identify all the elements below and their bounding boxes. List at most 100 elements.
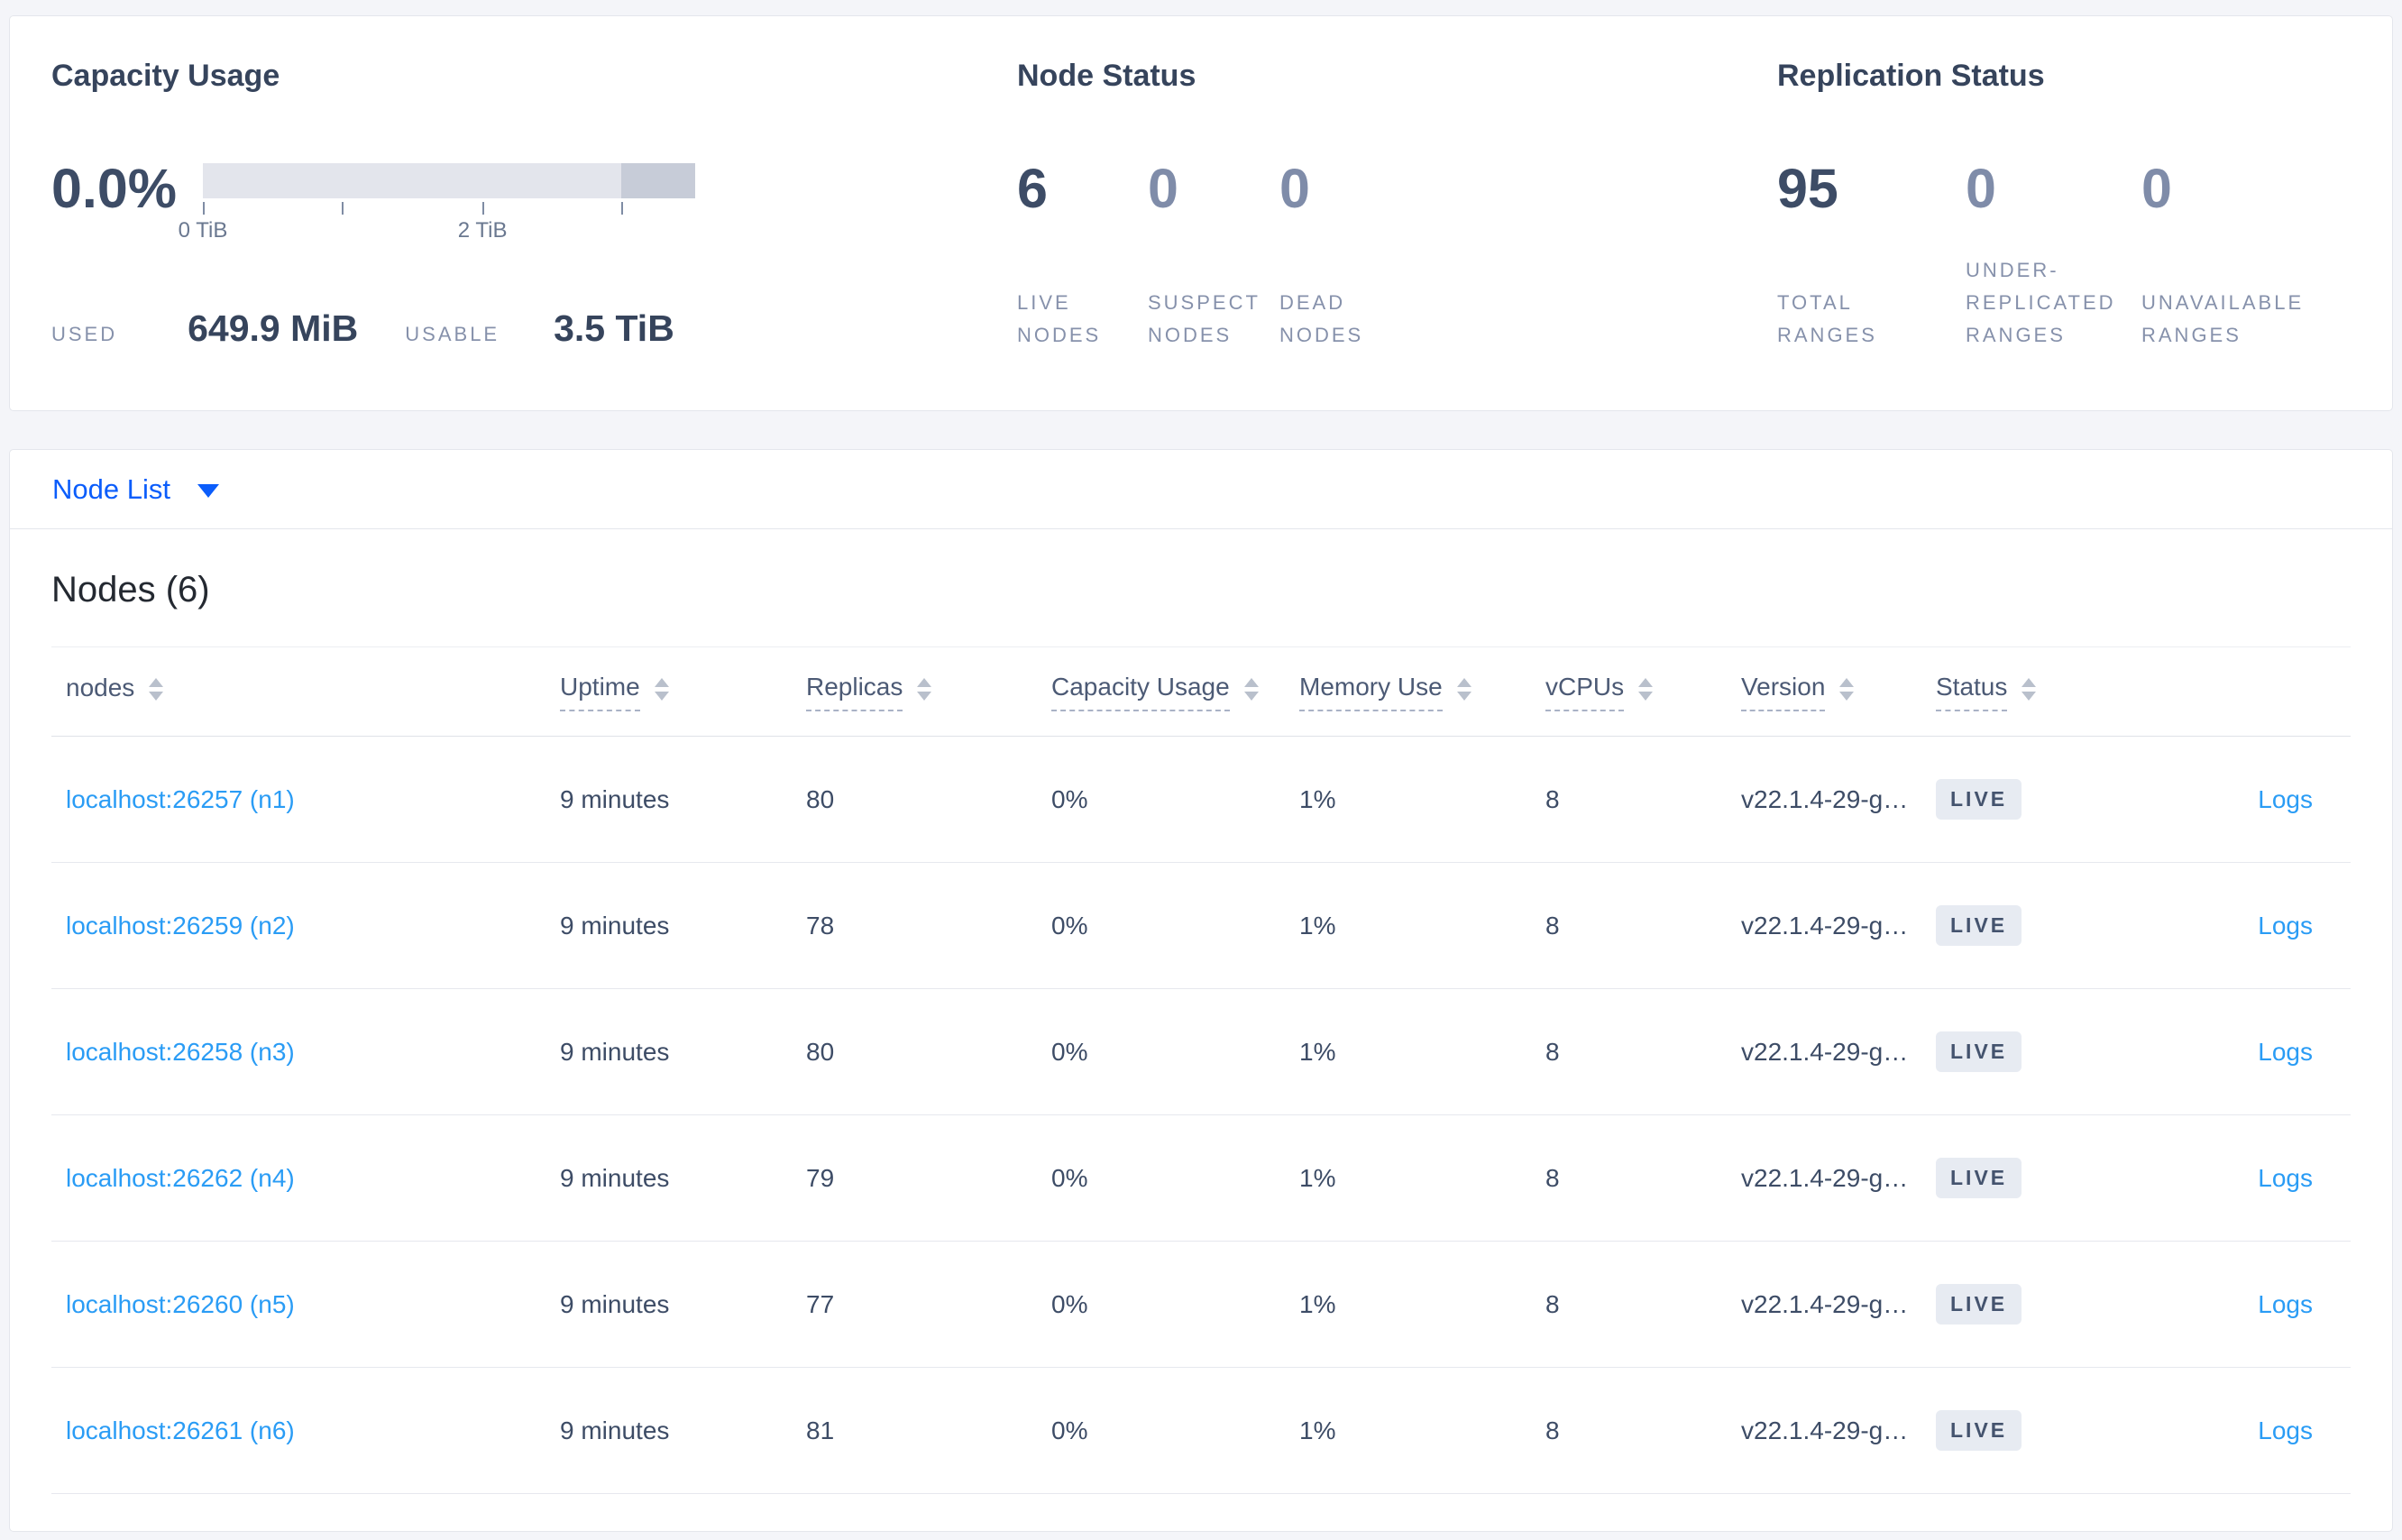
node-address-link[interactable]: localhost:26257 (n1) xyxy=(66,784,295,813)
view-selector-bar: Node List xyxy=(9,449,2393,529)
capacity-usage-section: Capacity Usage 0.0% xyxy=(51,58,1017,410)
axis-tick-label: 0 TiB xyxy=(178,218,228,243)
uptime-cell: 9 minutes xyxy=(560,1163,670,1192)
uptime-cell: 9 minutes xyxy=(560,911,670,940)
total-ranges-label: TOTAL RANGES xyxy=(1777,291,1877,346)
uptime-cell: 9 minutes xyxy=(560,1289,670,1318)
capacity-usage-cell: 0% xyxy=(1051,1289,1088,1318)
dead-nodes-label: DEAD NODES xyxy=(1279,291,1364,346)
status-badge: LIVE xyxy=(1936,1158,2022,1198)
axis-tick xyxy=(203,202,205,215)
table-row: localhost:26260 (n5) 9 minutes 77 0% 1% … xyxy=(51,1242,2351,1368)
node-status-title: Node Status xyxy=(1017,59,1196,93)
nodes-table-panel: Nodes (6) nodes Uptime Replicas Capacity… xyxy=(9,529,2393,1532)
uptime-cell: 9 minutes xyxy=(560,784,670,813)
replicas-cell: 80 xyxy=(806,1037,835,1066)
logs-link[interactable]: Logs xyxy=(2258,1416,2313,1444)
sort-icon xyxy=(1456,677,1471,701)
node-address-link[interactable]: localhost:26258 (n3) xyxy=(66,1037,295,1066)
uptime-cell: 9 minutes xyxy=(560,1037,670,1066)
replicas-cell: 77 xyxy=(806,1289,835,1318)
capacity-usage-cell: 0% xyxy=(1051,911,1088,940)
version-cell: v22.1.4-29-g… xyxy=(1741,1163,1909,1192)
replicas-cell: 80 xyxy=(806,784,835,813)
dead-nodes-count: 0 xyxy=(1279,158,1310,219)
memory-use-cell: 1% xyxy=(1299,1416,1336,1444)
column-header-replicas[interactable]: Replicas xyxy=(806,673,1051,711)
nodes-table: nodes Uptime Replicas Capacity Usage Mem… xyxy=(51,646,2351,1494)
column-header-capacity-usage[interactable]: Capacity Usage xyxy=(1051,673,1299,711)
capacity-gauge-axis xyxy=(203,202,695,218)
vcpus-cell: 8 xyxy=(1545,1037,1560,1066)
memory-use-cell: 1% xyxy=(1299,784,1336,813)
capacity-percent: 0.0% xyxy=(51,158,178,219)
capacity-usage-cell: 0% xyxy=(1051,784,1088,813)
sort-icon xyxy=(654,677,669,701)
capacity-gauge-bar xyxy=(203,163,695,198)
logs-link[interactable]: Logs xyxy=(2258,911,2313,940)
vcpus-cell: 8 xyxy=(1545,911,1560,940)
vcpus-cell: 8 xyxy=(1545,1163,1560,1192)
logs-link[interactable]: Logs xyxy=(2258,1163,2313,1192)
version-cell: v22.1.4-29-g… xyxy=(1741,911,1909,940)
sort-icon xyxy=(1243,677,1259,701)
sort-icon xyxy=(1638,677,1654,701)
chevron-down-icon xyxy=(197,484,219,498)
column-header-uptime[interactable]: Uptime xyxy=(560,673,806,711)
axis-tick xyxy=(621,202,624,215)
version-cell: v22.1.4-29-g… xyxy=(1741,784,1909,813)
status-badge: LIVE xyxy=(1936,905,2022,946)
version-cell: v22.1.4-29-g… xyxy=(1741,1037,1909,1066)
node-status-section: Node Status 6 0 0 LIVE NODES SUSPECT NOD… xyxy=(1017,58,1777,410)
status-badge: LIVE xyxy=(1936,1410,2022,1451)
uptime-cell: 9 minutes xyxy=(560,1416,670,1444)
capacity-gauge-reserved-segment xyxy=(621,163,695,198)
capacity-gauge: 0 TiB 2 TiB xyxy=(179,163,695,254)
replication-status-section: Replication Status 95 0 0 TOTAL RANGES U… xyxy=(1777,58,2351,410)
logs-link[interactable]: Logs xyxy=(2258,1289,2313,1318)
status-badge: LIVE xyxy=(1936,1284,2022,1325)
table-row: localhost:26259 (n2) 9 minutes 78 0% 1% … xyxy=(51,863,2351,989)
memory-use-cell: 1% xyxy=(1299,1289,1336,1318)
suspect-nodes-label: SUSPECT NODES xyxy=(1148,291,1261,346)
capacity-usage-title: Capacity Usage xyxy=(51,59,280,93)
column-header-version[interactable]: Version xyxy=(1741,673,1936,711)
column-header-vcpus[interactable]: vCPUs xyxy=(1545,673,1741,711)
column-header-nodes[interactable]: nodes xyxy=(51,674,560,710)
column-header-status[interactable]: Status xyxy=(1936,673,2120,711)
total-ranges-count: 95 xyxy=(1777,158,1838,219)
sort-icon xyxy=(1839,677,1855,701)
node-address-link[interactable]: localhost:26259 (n2) xyxy=(66,911,295,940)
axis-tick xyxy=(482,202,485,215)
memory-use-cell: 1% xyxy=(1299,911,1336,940)
vcpus-cell: 8 xyxy=(1545,1416,1560,1444)
axis-tick xyxy=(341,202,344,215)
column-header-memory-use[interactable]: Memory Use xyxy=(1299,673,1545,711)
node-list-dropdown[interactable]: Node List xyxy=(52,473,219,506)
node-address-link[interactable]: localhost:26261 (n6) xyxy=(66,1416,295,1444)
unavailable-ranges-count: 0 xyxy=(2141,158,2172,219)
sort-icon xyxy=(917,677,932,701)
table-row: localhost:26258 (n3) 9 minutes 80 0% 1% … xyxy=(51,989,2351,1115)
capacity-usage-cell: 0% xyxy=(1051,1037,1088,1066)
table-row: localhost:26261 (n6) 9 minutes 81 0% 1% … xyxy=(51,1368,2351,1494)
table-row: localhost:26262 (n4) 9 minutes 79 0% 1% … xyxy=(51,1115,2351,1242)
node-address-link[interactable]: localhost:26262 (n4) xyxy=(66,1163,295,1192)
node-address-link[interactable]: localhost:26260 (n5) xyxy=(66,1289,295,1318)
vcpus-cell: 8 xyxy=(1545,784,1560,813)
logs-link[interactable]: Logs xyxy=(2258,784,2313,813)
memory-use-cell: 1% xyxy=(1299,1163,1336,1192)
replicas-cell: 81 xyxy=(806,1416,835,1444)
version-cell: v22.1.4-29-g… xyxy=(1741,1289,1909,1318)
suspect-nodes-count: 0 xyxy=(1148,158,1178,219)
replicas-cell: 79 xyxy=(806,1163,835,1192)
logs-link[interactable]: Logs xyxy=(2258,1037,2313,1066)
axis-tick-label: 2 TiB xyxy=(457,218,508,243)
capacity-usage-cell: 0% xyxy=(1051,1416,1088,1444)
vcpus-cell: 8 xyxy=(1545,1289,1560,1318)
sort-icon xyxy=(2022,677,2037,701)
live-nodes-count: 6 xyxy=(1017,158,1048,219)
memory-use-cell: 1% xyxy=(1299,1037,1336,1066)
node-list-dropdown-label: Node List xyxy=(52,472,170,505)
